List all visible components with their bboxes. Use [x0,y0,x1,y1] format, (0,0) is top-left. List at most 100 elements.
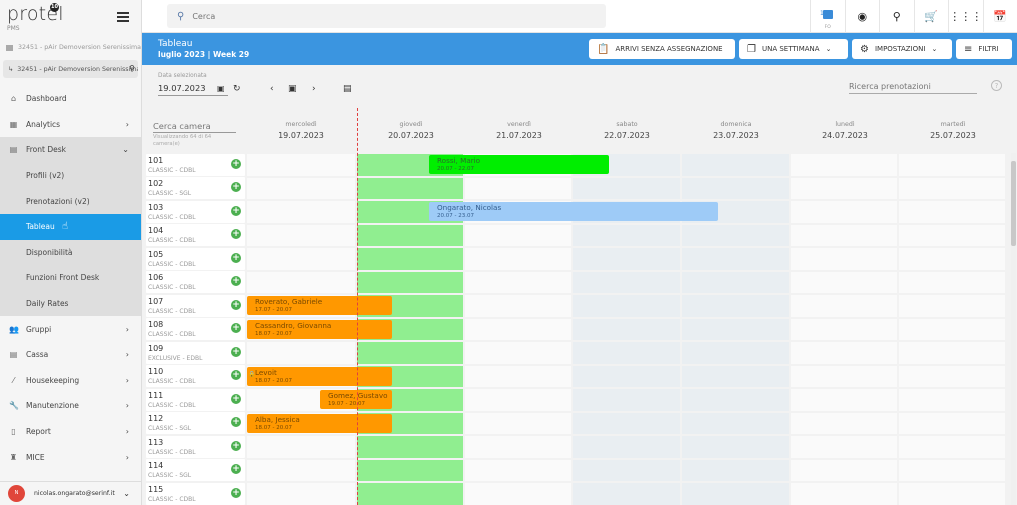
room-search-input[interactable]: Cerca camera [153,121,236,133]
room-cell[interactable]: 107 CLASSIC - CDBL + [146,294,245,317]
day-cell[interactable] [682,177,789,199]
sidebar-item-gruppi[interactable]: 👥 Gruppi › [9,324,129,334]
booking-bar[interactable]: Cassandro, Giovanna 18.07 - 20.07 [247,319,392,339]
day-cell[interactable] [573,483,680,505]
today-calendar-icon[interactable]: ▣ [288,84,297,94]
add-booking-icon[interactable]: + [231,252,241,263]
room-cell[interactable]: 111 CLASSIC - CDBL + [146,388,245,411]
room-cell[interactable]: 102 CLASSIC - SGL + [146,177,245,199]
day-cell[interactable] [465,483,571,505]
one-week-dropdown[interactable]: ❐ UNA SETTIMANA ⌄ [739,39,848,59]
day-cell[interactable] [465,295,571,317]
day-cell[interactable] [573,318,680,340]
vertical-scrollbar[interactable] [1011,153,1016,505]
day-cell[interactable] [899,177,1005,199]
day-cell[interactable] [573,459,680,481]
booking-bar[interactable]: Rossi, Mario 20.07 - 22.07 [429,155,609,174]
day-cell[interactable] [465,224,571,246]
day-cell[interactable] [465,177,571,199]
day-cell[interactable] [573,389,680,411]
previous-week-icon[interactable]: ‹ [270,84,274,94]
day-cell[interactable] [682,224,789,246]
day-cell[interactable] [247,483,355,505]
booking-bar[interactable]: Roverato, Gabriele 17.07 - 20.07 [247,296,392,315]
day-cell[interactable] [247,177,355,199]
add-booking-icon[interactable]: + [231,299,241,310]
day-cell[interactable] [899,318,1005,340]
add-booking-icon[interactable]: + [231,417,241,427]
day-cell[interactable] [791,177,897,199]
user-check-button[interactable]: ⚲ [879,0,914,33]
room-cell[interactable]: 103 CLASSIC - CDBL + [146,200,245,223]
room-cell[interactable]: 106 CLASSIC - CDBL + [146,271,245,293]
day-cell[interactable] [247,436,355,458]
booking-bar[interactable]: Gomez, Gustavo 19.07 - 20.07 [320,390,392,409]
sidebar-item-report[interactable]: ▯ Report › [0,419,141,445]
day-cell[interactable] [682,154,789,176]
booking-search-input[interactable] [849,82,977,94]
add-booking-icon[interactable]: + [231,182,241,192]
day-cell[interactable] [573,177,680,199]
day-cell[interactable] [791,295,897,317]
day-cell[interactable] [247,342,355,364]
day-cell[interactable] [357,177,463,199]
day-cell[interactable] [465,342,571,364]
add-booking-icon[interactable]: + [231,346,241,357]
day-cell[interactable] [682,365,789,387]
sidebar-item-front-desk[interactable]: ▤ Front Desk ⌄ [0,137,141,163]
room-cell[interactable]: 110 CLASSIC - CDBL + [146,365,245,387]
date-input[interactable]: 19.07.2023 [158,83,228,96]
day-cell[interactable] [899,483,1005,505]
room-cell[interactable]: 105 CLASSIC - CDBL + [146,247,245,270]
front-office-button[interactable]: 1 FO [810,0,845,33]
day-cell[interactable] [791,342,897,364]
sidebar-item-manutenzione[interactable]: 🔧 Manutenzione › [9,401,129,411]
day-cell[interactable] [899,389,1005,411]
day-cell[interactable] [573,224,680,246]
day-cell[interactable] [247,201,355,223]
day-cell[interactable] [899,224,1005,246]
add-booking-icon[interactable]: + [231,229,241,239]
add-booking-icon[interactable]: + [231,323,241,333]
day-cell[interactable] [357,224,463,246]
day-cell[interactable] [357,459,463,481]
day-cell[interactable] [899,201,1005,223]
add-booking-icon[interactable]: + [231,487,241,498]
global-search-input[interactable] [192,11,573,21]
day-cell[interactable] [791,412,897,434]
sidebar-item-daily-rates[interactable]: Daily Rates [26,299,69,309]
day-cell[interactable] [682,271,789,293]
day-cell[interactable] [357,342,463,364]
filters-button[interactable]: ≡ FILTRI [956,39,1012,59]
sidebar-item-disponibilita[interactable]: Disponibilità [26,247,73,257]
room-cell[interactable]: 108 CLASSIC - CDBL + [146,318,245,340]
day-cell[interactable] [465,459,571,481]
day-cell[interactable] [899,365,1005,387]
day-cell[interactable] [573,295,680,317]
day-cell[interactable] [247,459,355,481]
date-picker-icon[interactable]: ▣ [217,84,225,93]
day-cell[interactable] [682,389,789,411]
day-cell[interactable] [682,412,789,434]
add-booking-icon[interactable]: + [231,440,241,451]
day-cell[interactable] [791,271,897,293]
room-cell[interactable]: 104 CLASSIC - CDBL + [146,224,245,246]
unassigned-arrivals-button[interactable]: 📋 ARRIVI SENZA ASSEGNAZIONE [589,39,735,59]
add-booking-icon[interactable]: + [231,205,241,216]
refresh-icon[interactable]: ↻ [233,84,241,94]
day-cell[interactable] [899,271,1005,293]
day-cell[interactable] [791,389,897,411]
day-cell[interactable] [899,154,1005,176]
day-cell[interactable] [682,483,789,505]
day-cell[interactable] [465,271,571,293]
booking-bar[interactable]: 🔒 Levoit 18.07 - 20.07 [247,366,392,386]
menu-toggle-icon[interactable] [117,12,129,22]
room-cell[interactable]: 109 EXCLUSIVE - EDBL + [146,341,245,364]
day-cell[interactable] [247,154,355,176]
sidebar-item-dashboard[interactable]: ⌂ Dashboard [10,94,67,104]
day-cell[interactable] [465,412,571,434]
day-cell[interactable] [791,365,897,387]
cart-button[interactable]: 🛒 [913,0,949,33]
record-button[interactable]: ◉ [844,0,880,33]
day-cell[interactable] [573,365,680,387]
